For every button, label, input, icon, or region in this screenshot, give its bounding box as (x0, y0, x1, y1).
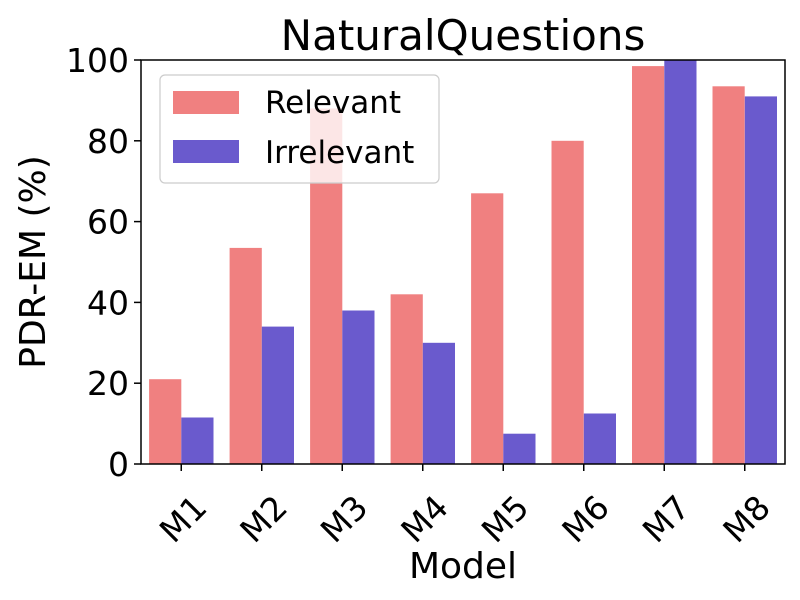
bar-relevant-m7 (632, 66, 665, 464)
legend: Relevant Irrelevant (159, 74, 440, 184)
bar-relevant-m1 (149, 379, 182, 464)
bars-group (149, 60, 777, 465)
y-tick-label: 40 (87, 283, 129, 322)
y-tick-label: 100 (66, 41, 129, 80)
x-tick-label: M7 (635, 488, 698, 551)
bar-irrelevant-m1 (181, 417, 214, 464)
x-tick-label: M4 (393, 488, 456, 551)
bar-irrelevant-m3 (342, 310, 375, 464)
bar-relevant-m8 (712, 86, 745, 465)
y-tick-label: 80 (87, 122, 129, 161)
x-tick-label: M5 (474, 488, 537, 551)
bar-relevant-m2 (229, 247, 262, 464)
bar-irrelevant-m6 (583, 413, 616, 464)
x-axis-label: Model (409, 546, 517, 587)
x-tick-label: M3 (313, 488, 376, 551)
x-tick-label: M2 (232, 488, 295, 551)
bar-relevant-m6 (551, 140, 584, 465)
bar-relevant-m5 (471, 193, 504, 465)
bar-relevant-m4 (390, 294, 423, 464)
legend-label-relevant: Relevant (265, 85, 401, 121)
y-axis-label: PDR-EM (%) (13, 155, 54, 369)
bar-irrelevant-m2 (261, 326, 294, 464)
y-tick-label: 60 (87, 203, 129, 242)
bar-irrelevant-m4 (422, 342, 455, 464)
y-tick-label: 0 (108, 445, 129, 484)
bar-irrelevant-m8 (744, 96, 777, 465)
legend-swatch-relevant (173, 91, 239, 114)
legend-label-irrelevant: Irrelevant (265, 135, 414, 171)
y-tick-label: 20 (87, 364, 129, 403)
legend-swatch-irrelevant (173, 140, 239, 163)
plot-frame (140, 59, 786, 465)
y-axis-ticks: 0 20 40 60 80 100 (66, 41, 141, 484)
x-tick-label: M1 (152, 488, 215, 551)
x-axis-ticks: M1 M2 M3 M4 M5 M6 M7 M8 (152, 464, 778, 550)
x-tick-label: M8 (715, 488, 778, 551)
bar-irrelevant-m5 (503, 433, 536, 464)
chart-title: NaturalQuestions (281, 11, 646, 60)
x-tick-label: M6 (554, 488, 617, 551)
bar-irrelevant-m7 (664, 60, 697, 464)
